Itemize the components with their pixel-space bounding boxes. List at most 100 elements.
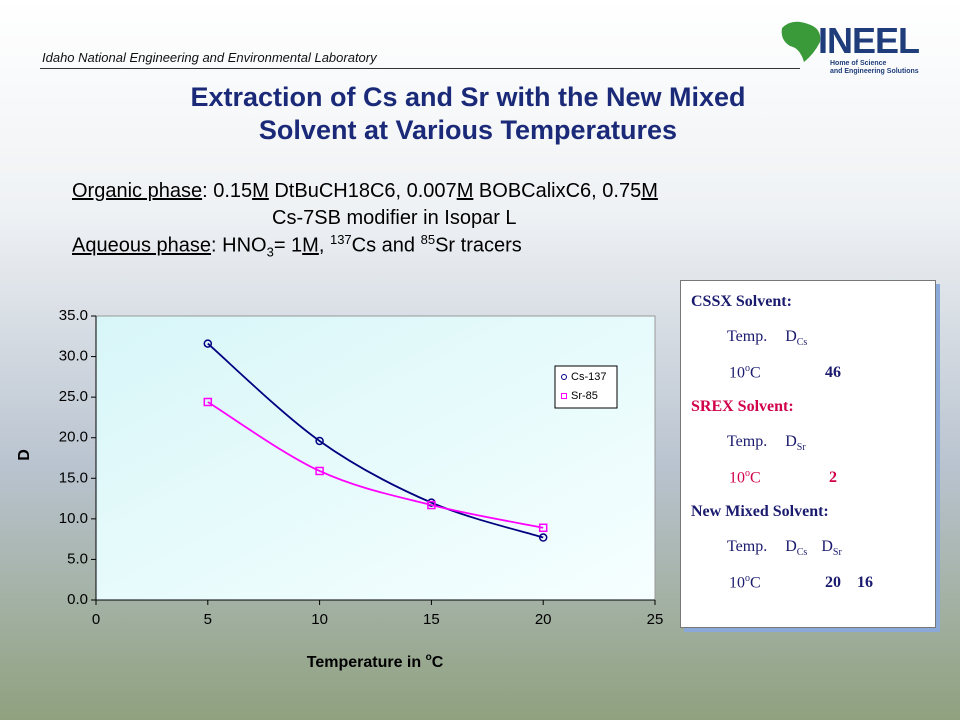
temp-label: Temp. <box>727 433 768 450</box>
logo: INEEL <box>818 20 920 61</box>
box-value-row: 10oC 20 16 <box>729 573 889 592</box>
temp: 10oC <box>729 363 825 382</box>
d-symbol: D <box>821 538 833 555</box>
logo-tagline: and Engineering Solutions <box>830 68 919 75</box>
text-run: , <box>318 234 330 257</box>
d-symbol: D <box>785 328 797 345</box>
legend-label: Cs-137 <box>571 371 606 383</box>
d-sub: Sr <box>832 547 842 559</box>
header-rule <box>40 68 800 69</box>
text-run: M <box>252 180 269 202</box>
temp-label: Temp. <box>727 328 768 345</box>
temp-part: 10 <box>729 364 745 382</box>
organic-phase: Organic phase: 0.15M DtBuCH18C6, 0.007M … <box>72 180 658 203</box>
point <box>538 523 548 533</box>
d-label: DCs <box>785 328 807 348</box>
aqueous-phase: Aqueous phase: HNO3= 1M, 137Cs and 85Sr … <box>72 232 522 260</box>
d-sub: Sr <box>796 442 806 454</box>
point <box>315 466 324 476</box>
d-label: DSr <box>785 433 806 454</box>
x-tick-label: 20 <box>535 611 552 628</box>
text-run: M <box>641 180 658 202</box>
d-symbol: D <box>785 538 797 555</box>
y-tick-label: 0.0 <box>67 591 88 608</box>
text-run: Sr tracers <box>435 234 522 257</box>
temp-part: C <box>750 469 761 487</box>
y-tick-label: 20.0 <box>59 429 88 446</box>
text-run: : 0.15 <box>202 180 253 202</box>
x-tick-label: 25 <box>647 611 664 628</box>
box-value: 2 <box>829 469 837 487</box>
point <box>427 500 436 510</box>
legend-swatch <box>561 393 567 399</box>
text-run: 3 <box>266 244 274 260</box>
box-value-row: 10oC 46 <box>729 363 857 382</box>
box-value-row: 10oC 2 <box>729 468 853 487</box>
d-label: DCs <box>785 538 808 559</box>
logo-tagline: Home of Science <box>830 60 887 67</box>
y-tick-label: 30.0 <box>59 348 88 365</box>
organic-phase: Cs-7SB modifier in Isopar L <box>272 207 517 229</box>
x-tick-label: 5 <box>204 611 212 628</box>
chart: 0.0 5.0 10.0 15.0 20.0 25.0 30.0 35.0 0 5 10 15 20 25… <box>16 307 664 672</box>
temp-part: 10 <box>729 469 745 487</box>
box-header-row: Temp. DSr <box>727 433 820 453</box>
d-sub: Cs <box>796 547 808 559</box>
box-value: 16 <box>857 574 873 592</box>
legend <box>554 365 618 409</box>
text-run: : HNO <box>211 234 267 257</box>
text-run: DtBuCH18C6, 0.007 <box>268 180 457 202</box>
point <box>203 339 213 348</box>
text-run: Aqueous phase <box>72 234 212 257</box>
box-value: 20 <box>825 574 841 592</box>
x-axis-label-part: C <box>432 654 444 671</box>
box-heading: New Mixed Solvent: <box>691 503 829 520</box>
y-tick-label: 5.0 <box>67 550 88 567</box>
d-symbol: D <box>785 433 797 450</box>
point <box>203 397 213 407</box>
text-run: 137 <box>329 232 352 247</box>
text-run: Organic phase <box>72 180 203 202</box>
series-line <box>207 401 544 529</box>
plot-area <box>95 315 656 601</box>
box-value: 46 <box>825 364 841 382</box>
temp-part: o <box>745 363 750 374</box>
series-line <box>207 342 544 539</box>
org-name: Idaho National Engineering and Environme… <box>42 50 377 65</box>
temp-part: o <box>745 573 750 584</box>
box-header-row: Temp. DCs <box>727 328 821 348</box>
y-tick-label: 10.0 <box>59 510 88 527</box>
point <box>538 533 548 542</box>
y-axis-label: D <box>16 449 33 461</box>
temp-label: Temp. <box>727 538 768 555</box>
x-axis-label: Temperature in oC <box>307 652 444 672</box>
text-run: BOBCalixC6, 0.75 <box>473 180 642 202</box>
text-run: Cs and <box>351 234 421 257</box>
text-run: M <box>456 180 474 202</box>
box-header-row: Temp. DCs DSr <box>727 538 856 558</box>
legend-swatch <box>561 374 567 380</box>
y-tick-label: 35.0 <box>59 307 88 324</box>
title: Extraction of Cs and Sr with the New Mix… <box>190 82 746 112</box>
box-heading: SREX Solvent: <box>691 398 794 415</box>
temp: 10oC <box>729 468 825 487</box>
x-tick-label: 10 <box>311 611 328 628</box>
box-heading: CSSX Solvent: <box>691 293 792 310</box>
y-tick-label: 15.0 <box>59 469 88 486</box>
y-tick-label: 25.0 <box>59 388 88 405</box>
title: Solvent at Various Temperatures <box>258 115 678 145</box>
x-axis-label-part: o <box>426 652 432 663</box>
legend-label: Sr-85 <box>571 390 598 402</box>
x-tick-label: 0 <box>92 611 100 628</box>
temp-part: C <box>750 574 761 592</box>
x-tick-label: 15 <box>423 611 440 628</box>
x-axis-label-part: Temperature in <box>307 654 426 671</box>
temp: 10oC <box>729 573 825 592</box>
text-run: M <box>302 234 319 257</box>
temp-part: 10 <box>729 574 745 592</box>
text-run: 85 <box>420 232 436 247</box>
logo-icon <box>781 21 821 62</box>
temp-part: o <box>745 468 750 479</box>
temp-part: C <box>750 364 761 382</box>
